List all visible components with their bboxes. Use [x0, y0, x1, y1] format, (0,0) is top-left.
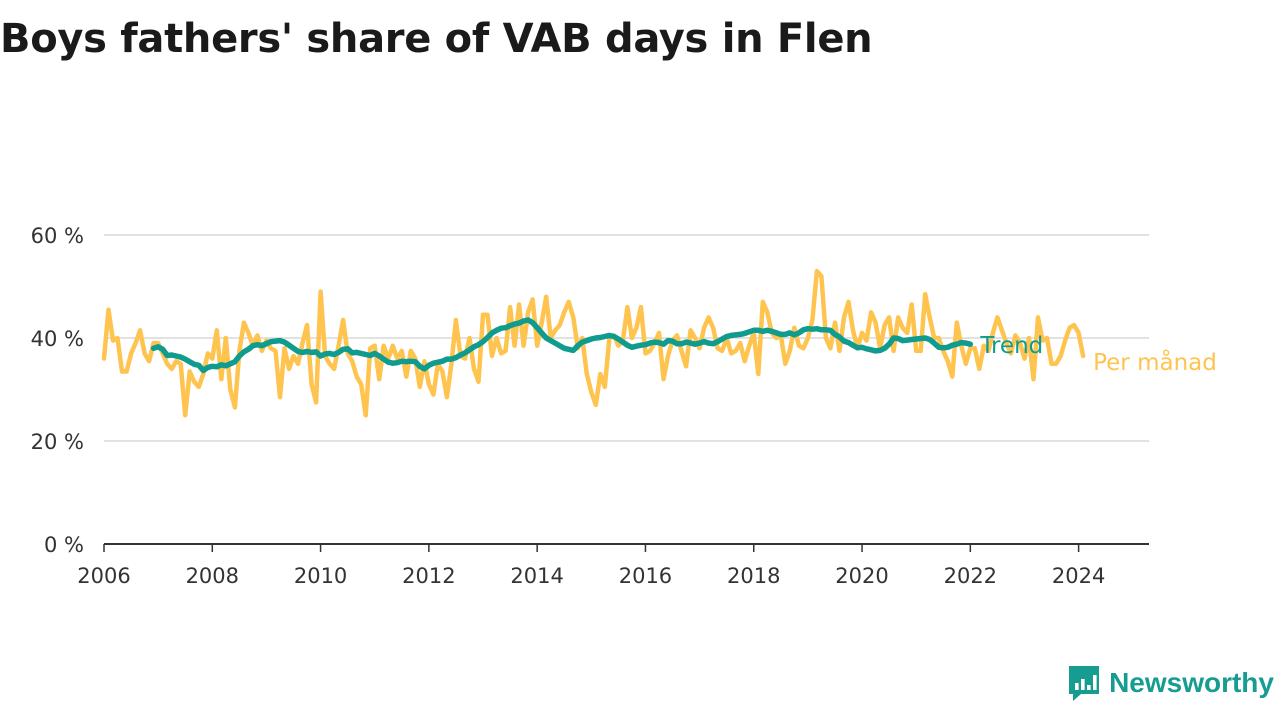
x-tick-label: 2024 [1052, 564, 1105, 588]
y-tick-label: 0 % [44, 533, 84, 557]
y-tick-label: 20 % [31, 430, 84, 454]
y-tick-label: 60 % [31, 224, 84, 248]
y-tick-label: 40 % [31, 327, 84, 351]
x-tick-label: 2008 [186, 564, 239, 588]
brand-logo: Newsworthy [1067, 664, 1274, 702]
x-tick-label: 2014 [510, 564, 563, 588]
x-tick-label: 2012 [402, 564, 455, 588]
x-tick-label: 2006 [77, 564, 130, 588]
x-tick-label: 2016 [619, 564, 672, 588]
series-label-per-month: Per månad [1093, 348, 1217, 376]
x-tick-label: 2018 [727, 564, 780, 588]
series-line-trend [150, 317, 974, 374]
brand-name: Newsworthy [1109, 667, 1274, 698]
x-tick-label: 2022 [944, 564, 997, 588]
chart-title: Boys fathers' share of VAB days in Flen [0, 16, 873, 62]
series-label-trend: Trend [979, 333, 1043, 359]
x-tick-label: 2020 [835, 564, 888, 588]
bar-chart-speech-bubble-icon [1069, 666, 1100, 701]
x-tick-label: 2010 [294, 564, 347, 588]
